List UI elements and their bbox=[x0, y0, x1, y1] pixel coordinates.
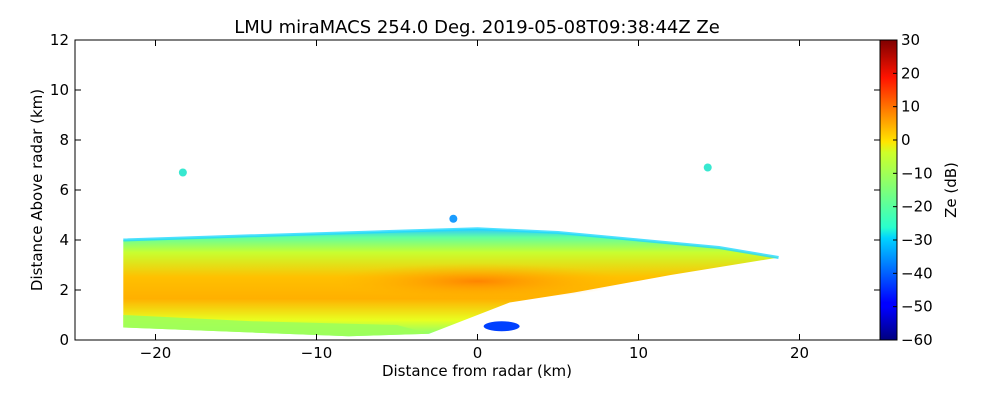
isolated-echo bbox=[178, 168, 187, 177]
colorbar-tick-label: −50 bbox=[901, 298, 933, 316]
x-tick-label: 20 bbox=[790, 344, 809, 362]
isolated-echo bbox=[703, 163, 712, 172]
x-tick-label: 0 bbox=[473, 344, 483, 362]
chart-title: LMU miraMACS 254.0 Deg. 2019-05-08T09:38… bbox=[234, 17, 720, 38]
y-tick-label: 10 bbox=[50, 81, 69, 99]
y-tick-label: 4 bbox=[59, 231, 69, 249]
colorbar-label: Ze (dB) bbox=[942, 162, 960, 218]
colorbar-tick-label: −10 bbox=[901, 164, 933, 182]
y-tick-label: 2 bbox=[59, 281, 69, 299]
colorbar-tick-label: 30 bbox=[901, 31, 920, 49]
colorbar-tick-label: −30 bbox=[901, 231, 933, 249]
colorbar-tick-label: 20 bbox=[901, 64, 920, 82]
colorbar-tick-label: 10 bbox=[901, 98, 920, 116]
x-tick-label: 10 bbox=[629, 344, 648, 362]
y-tick-label: 6 bbox=[59, 181, 69, 199]
y-tick-label: 8 bbox=[59, 131, 69, 149]
colorbar-tick-label: −60 bbox=[901, 331, 933, 349]
colorbar-tick-label: −20 bbox=[901, 198, 933, 216]
y-tick-label: 12 bbox=[50, 31, 69, 49]
x-tick-label: −10 bbox=[301, 344, 333, 362]
reflectivity-field bbox=[123, 163, 779, 337]
y-axis: 0 2 4 6 8 10 12 bbox=[50, 31, 880, 349]
x-axis-label: Distance from radar (km) bbox=[382, 362, 572, 380]
x-tick-label: −20 bbox=[140, 344, 172, 362]
colorbar-ticks: −60 −50 −40 −30 −20 −10 0 10 20 30 bbox=[893, 31, 933, 349]
colorbar-tick-label: 0 bbox=[901, 131, 911, 149]
y-tick-label: 0 bbox=[59, 331, 69, 349]
colorbar bbox=[879, 39, 898, 341]
echo-top-edge bbox=[123, 227, 779, 259]
echo-lower-fringe bbox=[123, 315, 430, 337]
x-axis: −20 −10 0 10 20 bbox=[140, 40, 809, 362]
isolated-echo bbox=[449, 214, 458, 223]
colorbar-tick-label: −40 bbox=[901, 264, 933, 282]
y-axis-label: Distance Above radar (km) bbox=[28, 89, 46, 291]
echo-core bbox=[332, 263, 623, 300]
isolated-echo bbox=[483, 321, 520, 332]
